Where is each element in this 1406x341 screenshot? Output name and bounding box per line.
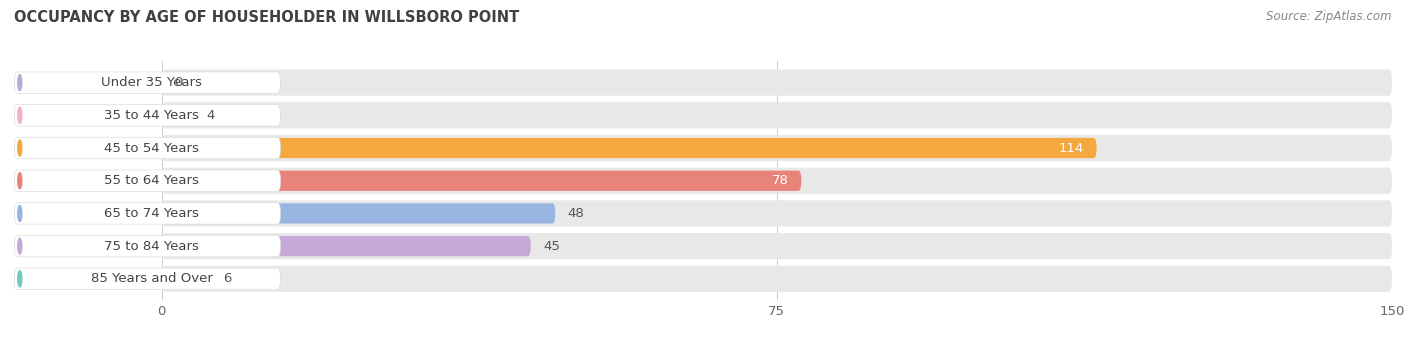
FancyBboxPatch shape bbox=[14, 268, 281, 290]
Circle shape bbox=[18, 173, 22, 189]
FancyBboxPatch shape bbox=[14, 105, 281, 126]
Text: 45 to 54 Years: 45 to 54 Years bbox=[104, 142, 198, 154]
Text: 78: 78 bbox=[772, 174, 789, 187]
Circle shape bbox=[18, 271, 22, 287]
Circle shape bbox=[18, 238, 22, 254]
FancyBboxPatch shape bbox=[14, 137, 281, 159]
FancyBboxPatch shape bbox=[162, 105, 194, 125]
FancyBboxPatch shape bbox=[162, 70, 1392, 96]
FancyBboxPatch shape bbox=[162, 168, 1392, 194]
Text: 45: 45 bbox=[543, 240, 560, 253]
FancyBboxPatch shape bbox=[162, 233, 1392, 259]
FancyBboxPatch shape bbox=[162, 135, 1392, 161]
Text: 65 to 74 Years: 65 to 74 Years bbox=[104, 207, 198, 220]
Circle shape bbox=[18, 75, 22, 91]
FancyBboxPatch shape bbox=[162, 266, 1392, 292]
FancyBboxPatch shape bbox=[14, 235, 281, 257]
Text: Under 35 Years: Under 35 Years bbox=[101, 76, 202, 89]
FancyBboxPatch shape bbox=[162, 138, 1097, 158]
Text: 85 Years and Over: 85 Years and Over bbox=[90, 272, 212, 285]
Text: 6: 6 bbox=[224, 272, 232, 285]
Circle shape bbox=[18, 140, 22, 156]
Text: 35 to 44 Years: 35 to 44 Years bbox=[104, 109, 198, 122]
Text: 75 to 84 Years: 75 to 84 Years bbox=[104, 240, 198, 253]
Text: 0: 0 bbox=[174, 76, 183, 89]
FancyBboxPatch shape bbox=[14, 72, 281, 93]
Text: Source: ZipAtlas.com: Source: ZipAtlas.com bbox=[1267, 10, 1392, 23]
FancyBboxPatch shape bbox=[162, 269, 211, 289]
FancyBboxPatch shape bbox=[162, 201, 1392, 226]
FancyBboxPatch shape bbox=[14, 170, 281, 191]
FancyBboxPatch shape bbox=[162, 170, 801, 191]
Text: 48: 48 bbox=[568, 207, 585, 220]
Text: 55 to 64 Years: 55 to 64 Years bbox=[104, 174, 198, 187]
Circle shape bbox=[18, 205, 22, 221]
FancyBboxPatch shape bbox=[162, 203, 555, 224]
Text: 4: 4 bbox=[207, 109, 215, 122]
FancyBboxPatch shape bbox=[162, 236, 531, 256]
Circle shape bbox=[18, 107, 22, 123]
FancyBboxPatch shape bbox=[162, 102, 1392, 129]
Text: 114: 114 bbox=[1059, 142, 1084, 154]
Text: OCCUPANCY BY AGE OF HOUSEHOLDER IN WILLSBORO POINT: OCCUPANCY BY AGE OF HOUSEHOLDER IN WILLS… bbox=[14, 10, 519, 25]
FancyBboxPatch shape bbox=[14, 203, 281, 224]
